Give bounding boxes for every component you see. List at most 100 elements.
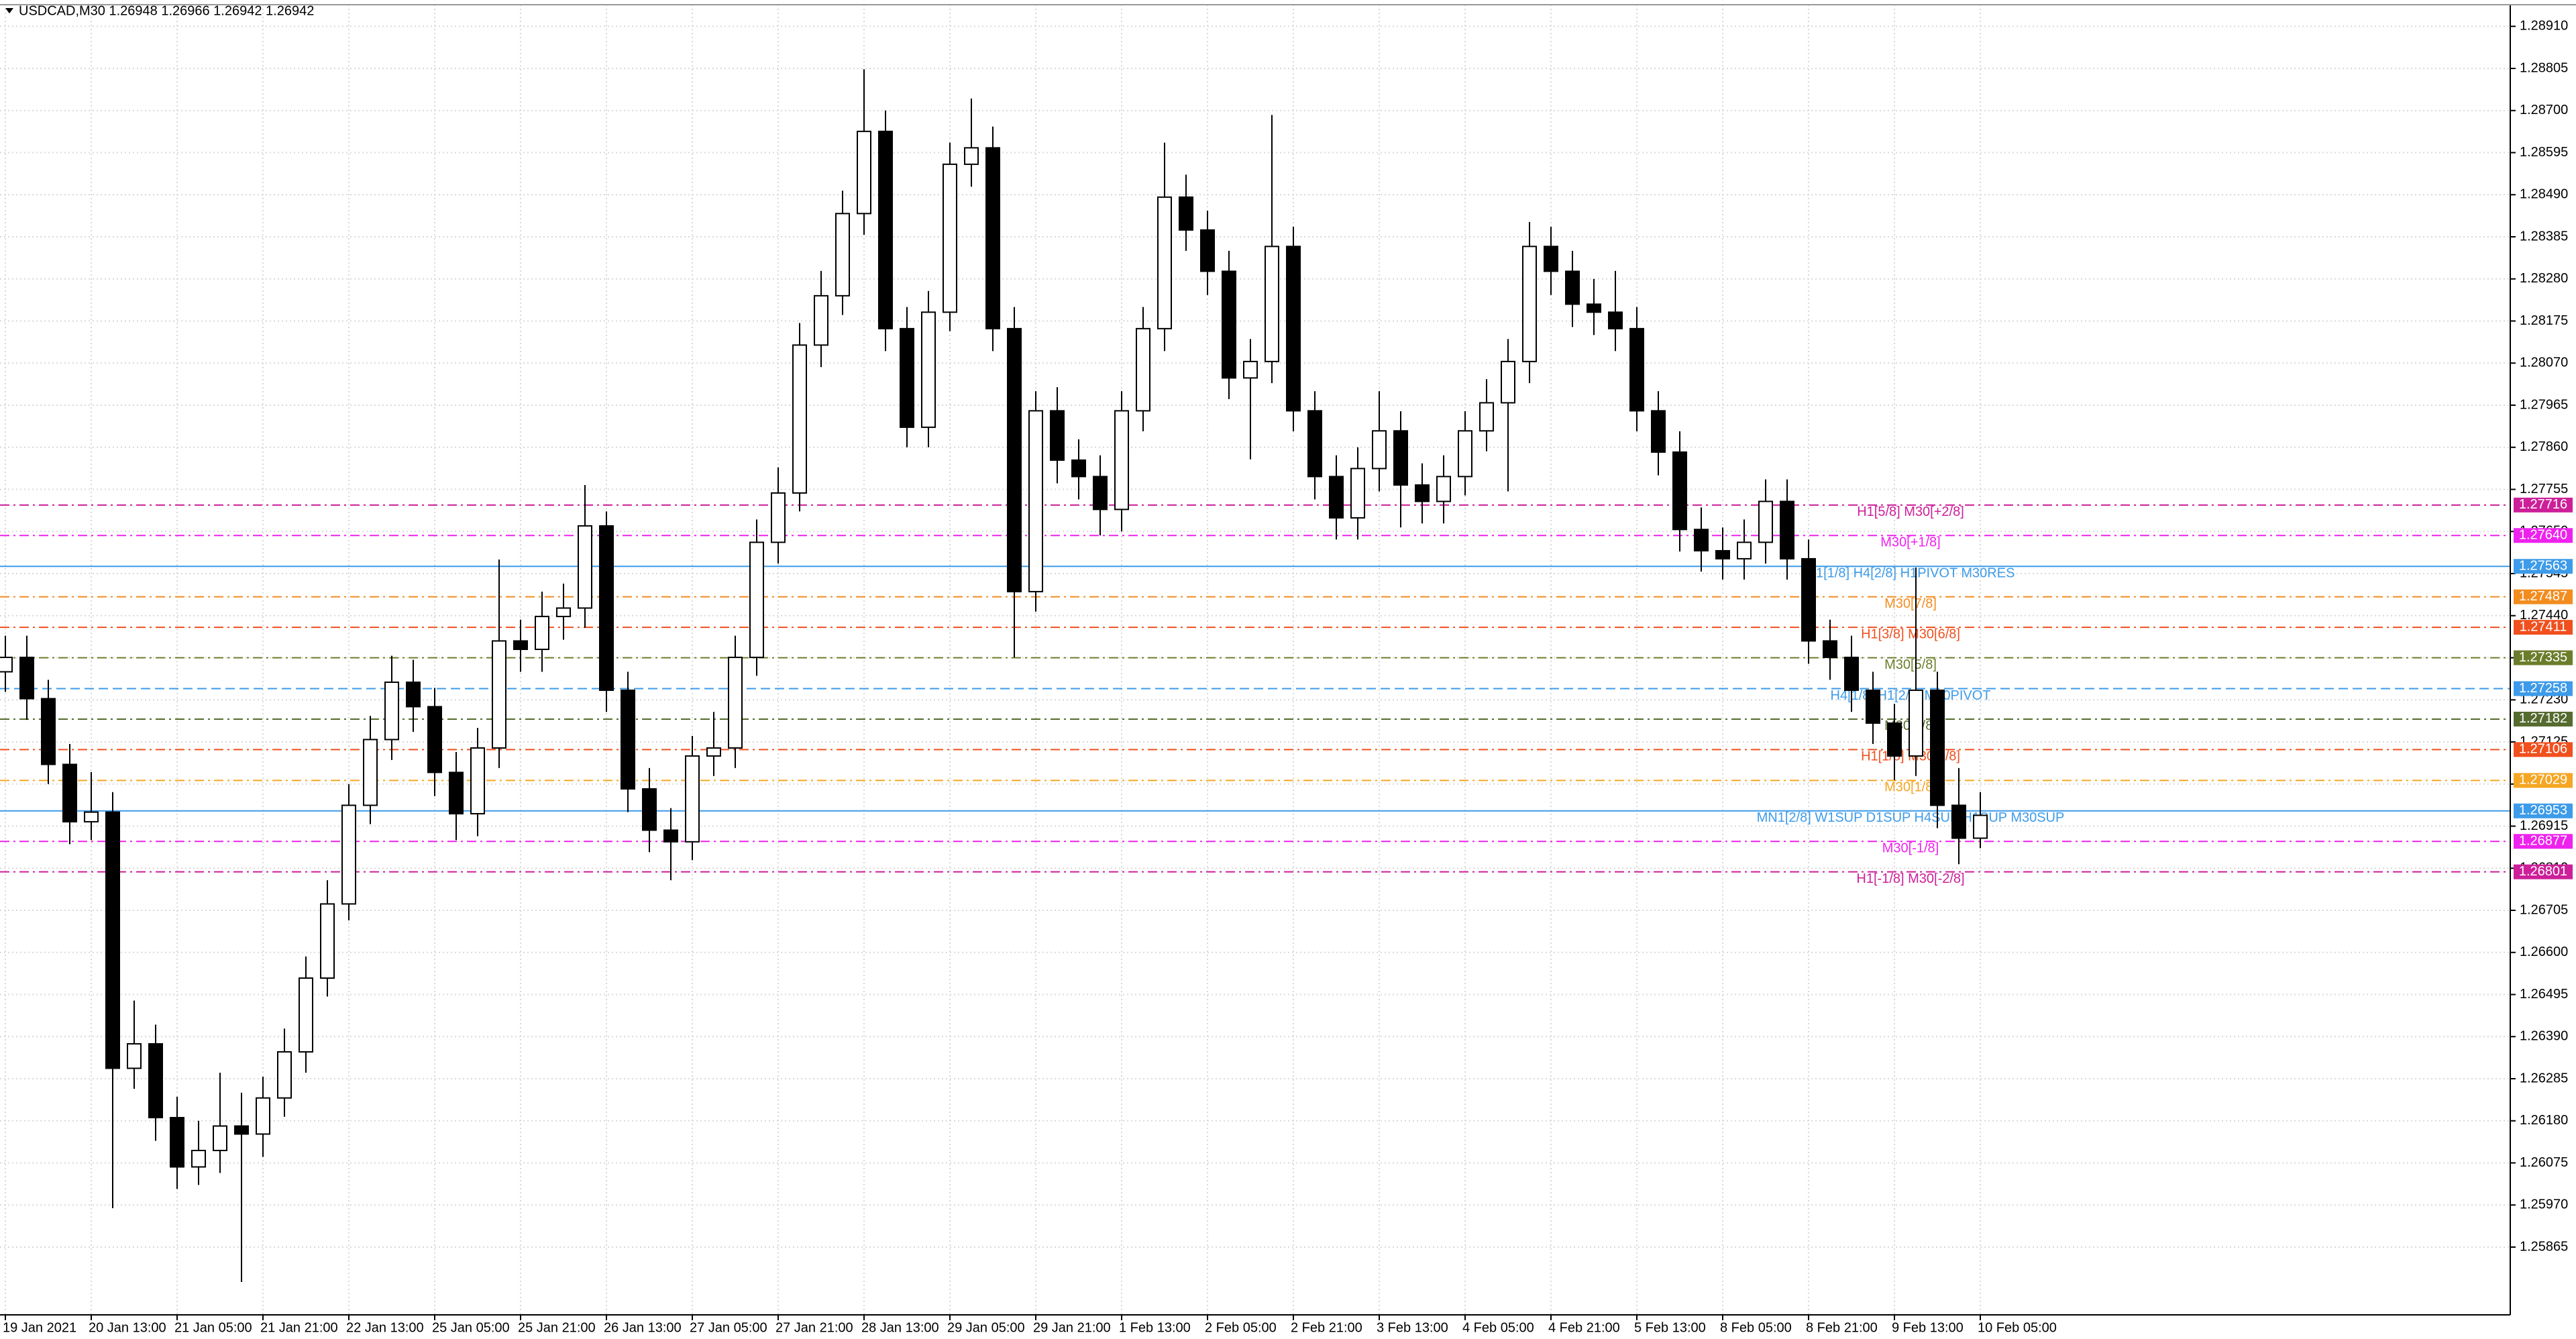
candle-body (943, 163, 957, 313)
candle-body (1909, 689, 1923, 757)
candle-body (1565, 270, 1580, 305)
menu-arrow[interactable] (5, 8, 13, 13)
x-tick-label: 2 Feb 05:00 (1205, 1320, 1277, 1335)
x-tick-label: 8 Feb 05:00 (1720, 1320, 1792, 1335)
candle-body (1672, 451, 1687, 531)
candle-body (1544, 246, 1558, 272)
candle-body (1608, 311, 1623, 329)
candle-body (1930, 689, 1945, 806)
candle-body (492, 640, 506, 749)
x-tick-label: 21 Jan 05:00 (174, 1320, 252, 1335)
y-tick-label: 1.28280 (2520, 271, 2568, 286)
y-tick-label: 1.26915 (2520, 818, 2568, 833)
chart-title: USDCAD,M30 1.26948 1.26966 1.26942 1.269… (19, 3, 314, 18)
candle-body (19, 656, 34, 700)
y-tick-label: 1.26705 (2520, 902, 2568, 917)
candle-body (1243, 360, 1258, 379)
candle-body (1629, 327, 1644, 412)
candle-body (1501, 360, 1515, 404)
candle-body (1350, 468, 1365, 519)
candle-body (1951, 804, 1966, 839)
candle-body (706, 747, 721, 757)
candle-body (363, 739, 378, 806)
candle-body (406, 681, 421, 708)
candle-body (1286, 246, 1301, 412)
candle-body (857, 130, 871, 215)
y-tick-label: 1.27860 (2520, 439, 2568, 454)
x-tick-label: 20 Jan 13:00 (89, 1320, 166, 1335)
candle-body (1050, 410, 1065, 461)
x-tick-label: 25 Jan 05:00 (432, 1320, 510, 1335)
y-tick-label: 1.26600 (2520, 945, 2568, 959)
candle-body (1780, 500, 1794, 559)
x-tick-label: 29 Jan 21:00 (1033, 1320, 1111, 1335)
level-label: D1[1/8] H4[2/8] H1PIVOT M30RES (1807, 566, 2015, 581)
candle-body (1737, 541, 1752, 559)
candle-body (1694, 529, 1709, 551)
x-tick-label: 3 Feb 13:00 (1377, 1320, 1448, 1335)
y-tick-label: 1.26495 (2520, 987, 2568, 1002)
candle-body (1093, 476, 1108, 511)
level-price-box (2514, 773, 2573, 788)
candle-body (985, 147, 1000, 329)
candle-body (449, 771, 464, 814)
candle-body (1436, 476, 1451, 502)
candle-body (964, 147, 979, 165)
level-price-label: 1.26877 (2519, 834, 2567, 849)
y-tick-label: 1.28910 (2520, 19, 2568, 34)
y-tick-label: 1.26390 (2520, 1029, 2568, 1044)
candle-body (1265, 246, 1279, 362)
candle-body (191, 1149, 206, 1168)
candle-body (792, 344, 807, 494)
y-tick-label: 1.25970 (2520, 1197, 2568, 1212)
candle-body (1479, 402, 1494, 432)
candle-body (1114, 410, 1129, 511)
candle-body (1587, 303, 1601, 313)
level-price-box (2514, 864, 2573, 879)
axes: 1.28910 1.28805 1.28700 1.28595 1.28490 1.283… (0, 4, 2576, 1335)
candle-body (728, 656, 743, 749)
y-tick-label: 1.27440 (2520, 608, 2568, 623)
y-tick-label: 1.28385 (2520, 229, 2568, 244)
y-tick-label: 1.27965 (2520, 397, 2568, 412)
x-tick-label: 21 Jan 21:00 (260, 1320, 338, 1335)
x-tick-label: 10 Feb 05:00 (1978, 1320, 2057, 1335)
level-price-box (2514, 650, 2573, 665)
x-tick-label: 1 Feb 13:00 (1119, 1320, 1191, 1335)
level-label: M30[1/8] (1884, 780, 1937, 795)
candle-body (127, 1043, 142, 1069)
candle-body (1071, 459, 1086, 478)
candle-body (1973, 814, 1988, 839)
candle-body (277, 1051, 292, 1099)
candle-body (148, 1043, 163, 1118)
y-tick-label: 1.28490 (2520, 187, 2568, 202)
level-price-box (2514, 711, 2573, 727)
level-label: M30[5/8] (1884, 657, 1937, 672)
grid (0, 5, 2510, 1315)
y-tick-label: 1.27755 (2520, 482, 2568, 496)
level-price-box (2514, 497, 2573, 513)
candle-body (1393, 430, 1408, 486)
level-price-label: 1.27106 (2519, 742, 2567, 757)
candle-body (1136, 327, 1150, 412)
level-price-label: 1.26953 (2519, 803, 2567, 818)
candle-body (663, 829, 678, 843)
candle-body (771, 492, 786, 543)
level-label: H1[5/8] M30[+2/8] (1857, 504, 1964, 519)
x-tick-label: 22 Jan 13:00 (346, 1320, 424, 1335)
y-tick-label: 1.28070 (2520, 356, 2568, 370)
level-price-box (2514, 620, 2573, 635)
candle-body (556, 607, 571, 617)
x-tick-label: 29 Jan 05:00 (947, 1320, 1025, 1335)
level-price-label: 1.27640 (2519, 528, 2567, 543)
x-tick-label: 28 Jan 13:00 (861, 1320, 939, 1335)
candle-body (749, 541, 764, 658)
level-price-label: 1.27335 (2519, 650, 2567, 665)
candle-body (1200, 229, 1215, 272)
candle-body (320, 903, 335, 979)
candle-body (427, 706, 442, 773)
y-tick-label: 1.26180 (2520, 1113, 2568, 1128)
candle-body (105, 811, 120, 1069)
x-tick-label: 4 Feb 21:00 (1548, 1320, 1620, 1335)
